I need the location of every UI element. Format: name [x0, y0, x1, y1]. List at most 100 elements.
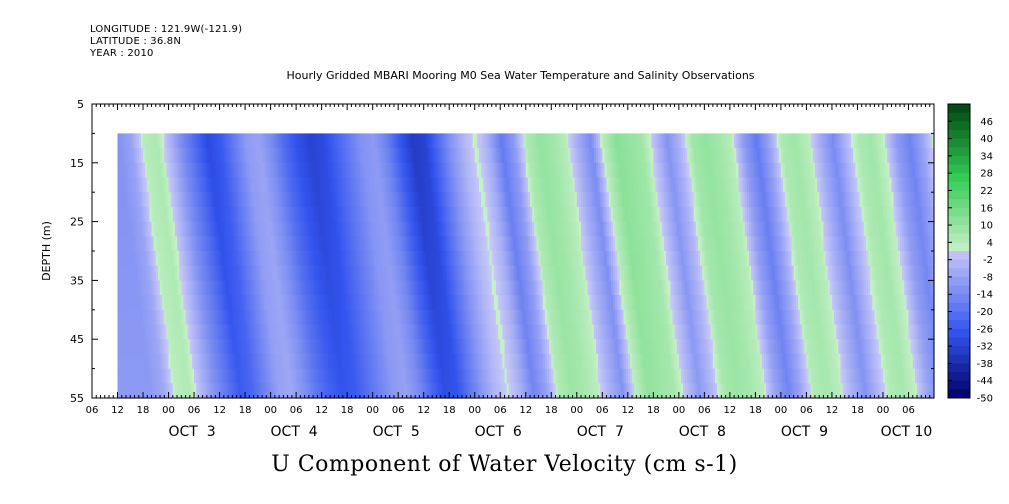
heatmap-cell	[213, 192, 216, 208]
heatmap-cell	[200, 280, 204, 296]
heatmap-cell	[589, 339, 593, 355]
heatmap-cell	[517, 221, 520, 237]
heatmap-cell	[342, 295, 346, 311]
heatmap-cell	[143, 383, 146, 399]
heatmap-cell	[434, 265, 438, 281]
heatmap-cell	[181, 236, 185, 252]
heatmap-cell	[279, 324, 282, 340]
heatmap-cell	[157, 353, 161, 370]
heatmap-cell	[191, 383, 195, 399]
heatmap-cell	[642, 309, 646, 326]
heatmap-cell	[281, 324, 284, 340]
heatmap-cell	[638, 295, 642, 311]
heatmap-cell	[285, 339, 289, 355]
heatmap-cell	[257, 309, 261, 326]
heatmap-cell	[389, 339, 393, 355]
heatmap-cell	[581, 236, 584, 252]
heatmap-cell	[649, 295, 652, 311]
heatmap-cell	[610, 353, 614, 370]
heatmap-cell	[574, 368, 578, 384]
heatmap-cell	[387, 309, 391, 326]
heatmap-cell	[308, 221, 312, 237]
heatmap-cell	[498, 295, 501, 311]
heatmap-cell	[306, 148, 310, 164]
heatmap-cell	[300, 251, 304, 267]
heatmap-cell	[574, 177, 578, 193]
heatmap-cell	[132, 353, 136, 370]
heatmap-cell	[221, 324, 225, 340]
heatmap-cell	[668, 368, 671, 384]
heatmap-cell	[551, 177, 554, 193]
heatmap-cell	[200, 206, 204, 223]
heatmap-cell	[510, 221, 514, 237]
heatmap-cell	[374, 192, 378, 208]
heatmap-cell	[291, 133, 295, 149]
heatmap-cell	[621, 162, 625, 179]
heatmap-cell	[559, 206, 563, 223]
heatmap-cell	[332, 148, 335, 164]
heatmap-cell	[595, 295, 599, 311]
heatmap-cell	[570, 192, 574, 208]
heatmap-cell	[604, 353, 608, 370]
heatmap-cell	[308, 148, 312, 164]
heatmap-cell	[298, 353, 301, 370]
heatmap-cell	[172, 221, 176, 237]
heatmap-cell	[440, 309, 444, 326]
heatmap-cell	[398, 353, 401, 370]
heatmap-cell	[330, 221, 333, 237]
heatmap-cell	[485, 368, 489, 384]
heatmap-cell	[289, 383, 293, 399]
heatmap-cell	[302, 206, 306, 223]
heatmap-cell	[323, 280, 327, 296]
heatmap-cell	[287, 309, 291, 326]
heatmap-cell	[540, 148, 544, 164]
heatmap-cell	[623, 206, 627, 223]
heatmap-cell	[385, 265, 389, 281]
heatmap-cell	[572, 353, 576, 370]
heatmap-cell	[213, 236, 216, 252]
heatmap-cell	[396, 162, 399, 179]
heatmap-cell	[700, 177, 703, 193]
heatmap-cell	[404, 148, 408, 164]
heatmap-cell	[262, 353, 265, 370]
heatmap-cell	[257, 339, 261, 355]
heatmap-cell	[425, 148, 429, 164]
heatmap-cell	[200, 133, 204, 149]
heatmap-cell	[147, 339, 151, 355]
heatmap-cell	[234, 177, 238, 193]
heatmap-cell	[700, 265, 703, 281]
heatmap-cell	[483, 148, 486, 164]
heatmap-cell	[321, 148, 325, 164]
heatmap-cell	[663, 353, 667, 370]
heatmap-cell	[228, 192, 231, 208]
heatmap-cell	[238, 206, 242, 223]
heatmap-cell	[304, 265, 308, 281]
heatmap-cell	[674, 324, 678, 340]
heatmap-cell	[285, 206, 289, 223]
heatmap-cell	[379, 206, 382, 223]
heatmap-cell	[247, 206, 250, 223]
heatmap-cell	[532, 280, 535, 296]
heatmap-cell	[419, 280, 423, 296]
heatmap-cell	[461, 368, 465, 384]
heatmap-cell	[287, 221, 291, 237]
heatmap-cell	[398, 192, 401, 208]
heatmap-cell	[491, 353, 495, 370]
heatmap-cell	[534, 265, 537, 281]
heatmap-cell	[264, 133, 267, 149]
heatmap-cell	[508, 368, 512, 384]
heatmap-cell	[393, 221, 397, 237]
heatmap-cell	[491, 236, 495, 252]
heatmap-cell	[255, 339, 259, 355]
heatmap-cell	[302, 251, 306, 267]
heatmap-cell	[228, 368, 231, 384]
heatmap-cell	[410, 265, 414, 281]
heatmap-cell	[461, 192, 465, 208]
heatmap-cell	[627, 221, 631, 237]
heatmap-cell	[259, 295, 263, 311]
heatmap-cell	[547, 162, 550, 179]
heatmap-cell	[595, 265, 599, 281]
heatmap-cell	[438, 280, 442, 296]
heatmap-cell	[457, 295, 461, 311]
heatmap-cell	[338, 309, 342, 326]
